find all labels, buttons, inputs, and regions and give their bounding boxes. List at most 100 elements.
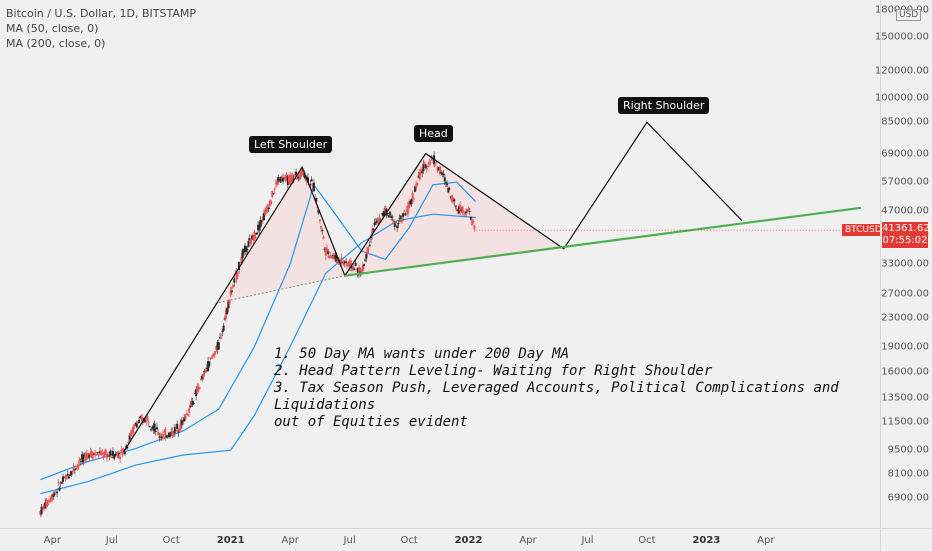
candle-body bbox=[96, 451, 99, 453]
candle-body bbox=[171, 431, 174, 436]
candle-body bbox=[150, 429, 152, 431]
legend-ma50: MA (50, close, 0) bbox=[6, 22, 99, 35]
candle-body bbox=[282, 177, 284, 182]
candle-body bbox=[176, 423, 179, 429]
candle-body bbox=[184, 415, 187, 420]
candle-body bbox=[238, 262, 240, 270]
price-axis[interactable]: 6900.00 8100.00 9500.00 11500.00 13500.00 160… bbox=[875, 0, 932, 528]
candle-body bbox=[360, 270, 363, 274]
candle-body bbox=[240, 257, 243, 263]
candle-body bbox=[85, 452, 88, 460]
candle-body bbox=[230, 290, 233, 292]
candle-body bbox=[265, 207, 268, 213]
candle-body bbox=[48, 500, 51, 503]
candle-body bbox=[309, 184, 312, 186]
candle-body bbox=[167, 432, 170, 438]
head-shoulders-pattern-line bbox=[123, 121, 743, 453]
candle-body bbox=[109, 450, 112, 456]
currency-badge[interactable]: USD bbox=[896, 9, 922, 21]
candle-body bbox=[428, 161, 431, 165]
candle-body bbox=[88, 454, 91, 458]
time-tick-label: Jul bbox=[581, 535, 594, 546]
candle-body bbox=[293, 174, 296, 176]
candle-body bbox=[264, 211, 267, 216]
neckline-trendline bbox=[344, 206, 862, 277]
candle-body bbox=[153, 423, 156, 431]
candle-body bbox=[192, 402, 195, 404]
candle-body bbox=[468, 210, 471, 212]
candle-body bbox=[64, 477, 67, 478]
candle-body bbox=[272, 193, 275, 195]
candle-body bbox=[417, 175, 420, 178]
candle-body bbox=[465, 211, 468, 214]
candle-body bbox=[447, 188, 450, 193]
candle-body bbox=[436, 167, 439, 171]
candle-body bbox=[241, 250, 244, 259]
candle-body bbox=[133, 425, 136, 427]
candle-body bbox=[435, 162, 438, 164]
candle-body bbox=[431, 158, 434, 160]
candle-body bbox=[406, 205, 409, 215]
candle-body bbox=[58, 487, 61, 491]
candle-body bbox=[362, 264, 365, 266]
candle-body bbox=[437, 167, 440, 171]
candle-body bbox=[372, 228, 375, 231]
candle-body bbox=[106, 454, 108, 459]
candle-body bbox=[98, 451, 101, 454]
candle-body bbox=[157, 432, 160, 435]
candle-body bbox=[68, 476, 70, 479]
candle-body bbox=[439, 166, 441, 174]
candle-body bbox=[469, 216, 472, 220]
candle-body bbox=[185, 413, 188, 415]
time-axis[interactable]: Apr Jul Oct 2021 Apr Jul Oct 2022 Apr Jul Oct 2023 A… bbox=[0, 528, 880, 551]
candle-body bbox=[209, 357, 212, 359]
candle-body bbox=[423, 162, 426, 166]
candle-body bbox=[443, 177, 446, 182]
candle-body bbox=[210, 357, 213, 359]
candle-body bbox=[226, 308, 229, 314]
candle-body bbox=[139, 416, 142, 418]
price-tick-label: 8100.00 bbox=[887, 468, 929, 480]
candle-body bbox=[132, 426, 135, 434]
candle-body bbox=[335, 254, 338, 262]
price-plot[interactable] bbox=[0, 0, 880, 528]
price-tick-label: 23000.00 bbox=[881, 312, 929, 324]
time-tick-label: Jul bbox=[105, 535, 118, 546]
candle-body bbox=[188, 408, 191, 413]
candle-body bbox=[79, 461, 82, 463]
candle-body bbox=[370, 236, 372, 239]
candle-body bbox=[348, 261, 351, 267]
candle-body bbox=[444, 182, 447, 184]
candle-body bbox=[328, 256, 331, 258]
candle-body bbox=[467, 208, 470, 210]
candle-body bbox=[355, 268, 358, 270]
candle-body bbox=[381, 212, 384, 216]
candle-body bbox=[420, 169, 422, 174]
candle-body bbox=[145, 416, 148, 422]
candle-body bbox=[278, 179, 281, 181]
candle-body bbox=[376, 220, 378, 223]
candle-body bbox=[383, 210, 386, 216]
candle-body bbox=[448, 188, 451, 190]
chart-area[interactable]: Bitcoin / U.S. Dollar, 1D, BITSTAMP MA (… bbox=[0, 0, 885, 528]
candle-body bbox=[97, 455, 100, 457]
candle-body bbox=[373, 222, 376, 226]
candle-body bbox=[244, 245, 246, 252]
pattern-fill-layer bbox=[218, 153, 564, 303]
candle-body bbox=[189, 405, 192, 408]
price-tick-label: 47000.00 bbox=[881, 205, 929, 217]
candle-body bbox=[299, 171, 302, 177]
candle-body bbox=[277, 177, 280, 182]
candle-body bbox=[191, 400, 194, 405]
chart-legend: Bitcoin / U.S. Dollar, 1D, BITSTAMP MA (… bbox=[6, 6, 196, 51]
candle-body bbox=[415, 184, 418, 189]
candle-body bbox=[253, 231, 256, 241]
candle-body bbox=[442, 173, 445, 175]
candle-body bbox=[326, 248, 328, 253]
price-tick-label: 69000.00 bbox=[881, 148, 929, 159]
candle-body bbox=[44, 502, 47, 509]
candle-body bbox=[452, 197, 455, 202]
candle-body bbox=[117, 453, 120, 455]
candle-body bbox=[410, 199, 413, 205]
candle-body bbox=[258, 225, 261, 231]
